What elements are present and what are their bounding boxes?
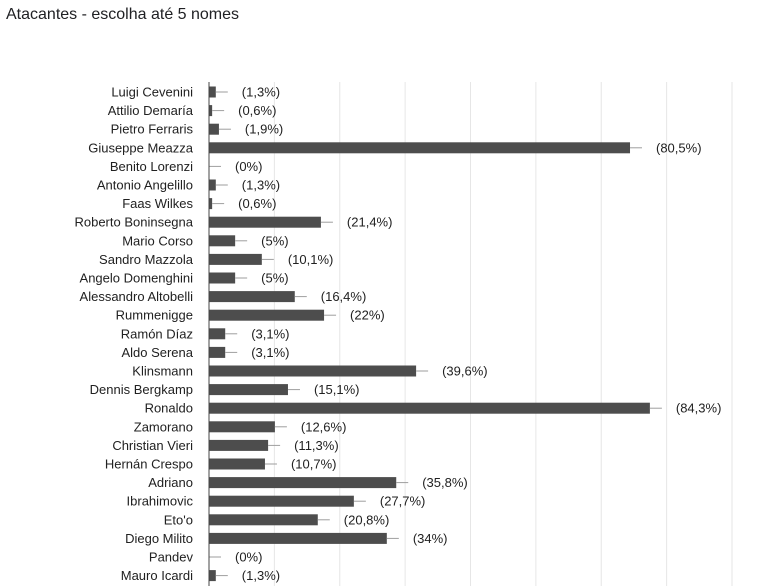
data-label: (34%) — [413, 531, 448, 546]
bar — [209, 235, 236, 247]
category-label: Mario Corso — [122, 233, 193, 248]
category-label: Dennis Bergkamp — [90, 382, 193, 397]
data-label: (0,6%) — [238, 103, 276, 118]
bar — [209, 365, 417, 377]
category-label: Angelo Domenghini — [80, 271, 194, 286]
bar — [209, 291, 295, 303]
category-label: Eto'o — [164, 512, 193, 527]
data-label: (1,3%) — [242, 178, 280, 193]
category-label: Faas Wilkes — [122, 196, 193, 211]
category-label: Hernán Crespo — [105, 457, 193, 472]
data-label: (3,1%) — [251, 345, 289, 360]
category-label: Giuseppe Meazza — [88, 140, 194, 155]
bar — [209, 328, 226, 340]
data-label: (35,8%) — [422, 475, 468, 490]
data-label: (1,3%) — [242, 568, 280, 583]
category-label: Ramón Díaz — [121, 326, 193, 341]
data-label: (22%) — [350, 308, 385, 323]
data-label: (21,4%) — [347, 215, 393, 230]
data-label: (12,6%) — [301, 419, 347, 434]
bar — [209, 86, 216, 98]
category-label: Pietro Ferraris — [111, 122, 194, 137]
data-label: (27,7%) — [380, 494, 426, 509]
bar — [209, 216, 321, 228]
bar — [209, 384, 288, 396]
data-label: (1,3%) — [242, 85, 280, 100]
chart-title: Atacantes - escolha até 5 nomes — [6, 6, 240, 23]
bar — [209, 570, 216, 582]
data-label: (3,1%) — [251, 326, 289, 341]
data-label: (10,1%) — [288, 252, 334, 267]
value-labels: (1,3%) (0,6%) (1,9%) (80,5%) (0%) (1,3%) (0,6%… — [235, 85, 721, 584]
bar — [209, 272, 236, 284]
category-label: Klinsmann — [132, 364, 193, 379]
bar — [209, 198, 213, 210]
category-label: Diego Milito — [125, 531, 193, 546]
bar — [209, 439, 269, 451]
data-label: (5%) — [261, 233, 288, 248]
bar — [209, 458, 265, 470]
category-label: Mauro Icardi — [121, 568, 193, 583]
data-label: (0%) — [235, 159, 262, 174]
bar — [209, 495, 354, 507]
data-label: (5%) — [261, 271, 288, 286]
category-label: Pandev — [149, 550, 194, 565]
data-label: (0,6%) — [238, 196, 276, 211]
category-label: Christian Vieri — [112, 438, 193, 453]
bar — [209, 179, 216, 191]
bar — [209, 477, 397, 489]
bars — [209, 86, 662, 582]
category-label: Alessandro Altobelli — [80, 289, 194, 304]
category-label: Benito Lorenzi — [110, 159, 193, 174]
category-label: Luigi Cevenini — [111, 85, 193, 100]
data-label: (39,6%) — [442, 364, 488, 379]
category-label: Ronaldo — [145, 401, 193, 416]
category-label: Antonio Angelillo — [97, 178, 193, 193]
bar — [209, 402, 650, 414]
data-label: (20,8%) — [344, 512, 390, 527]
category-label: Attilio Demaría — [108, 103, 194, 118]
data-label: (16,4%) — [321, 289, 367, 304]
data-label: (10,7%) — [291, 457, 337, 472]
data-label: (1,9%) — [245, 122, 283, 137]
bar — [209, 346, 226, 358]
bar — [209, 123, 219, 135]
category-label: Sandro Mazzola — [99, 252, 194, 267]
bar — [209, 421, 275, 433]
bar — [209, 253, 262, 265]
data-label: (80,5%) — [656, 140, 702, 155]
category-label: Rummenigge — [116, 308, 193, 323]
data-label: (11,3%) — [294, 438, 339, 453]
category-label: Roberto Boninsegna — [74, 215, 193, 230]
bar — [209, 532, 387, 544]
category-label: Adriano — [148, 475, 193, 490]
data-label: (0%) — [235, 550, 262, 565]
bar — [209, 514, 318, 526]
data-label: (15,1%) — [314, 382, 360, 397]
category-labels: Luigi Cevenini Attilio Demaría Pietro Ferr… — [74, 85, 193, 584]
category-label: Aldo Serena — [121, 345, 193, 360]
category-label: Zamorano — [134, 419, 193, 434]
bar — [209, 105, 213, 117]
category-label: Ibrahimovic — [127, 494, 194, 509]
bar — [209, 309, 325, 321]
bar — [209, 142, 631, 154]
data-label: (84,3%) — [676, 401, 722, 416]
